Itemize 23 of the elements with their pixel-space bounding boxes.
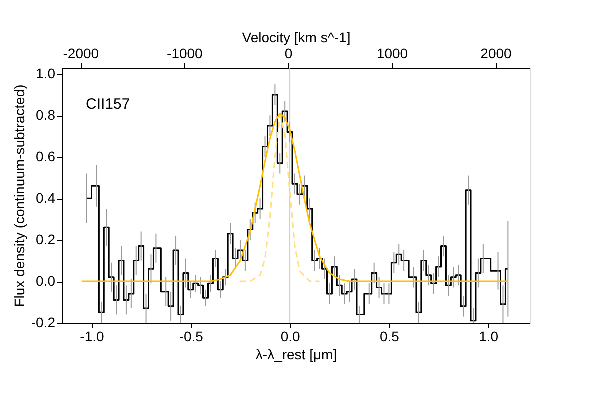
y-tick-label: -0.2 [31,314,56,330]
y-tick-label: 0.2 [36,232,56,248]
x2-tick-label: -2000 [63,46,100,62]
line-series [240,114,321,282]
y-tick-label: 0.4 [36,190,56,206]
y-tick-label: 0.0 [36,273,56,290]
x-tick-label: -1.0 [80,328,105,344]
x2-tick-label: 1000 [376,46,408,62]
y-tick-label: 0.8 [36,107,56,124]
line-series [81,112,509,282]
x2-tick-label: 2000 [480,46,512,62]
y-axis-title: Flux density (continuum-subtracted) [11,84,28,308]
x2-tick-label: 0 [284,46,293,62]
x2-tick-label: -1000 [167,46,204,62]
x2-axis-title: Velocity [km s^-1] [242,30,351,46]
y-tick-label: 0.6 [36,148,56,165]
y-tick-label: 1.0 [36,66,56,82]
x-tick-label: 1.0 [479,328,499,344]
x-tick-label: 0.0 [280,328,300,344]
x-tick-label: 0.5 [380,328,400,344]
x-axis-title: λ-λ_rest [μm] [256,346,338,362]
annotation: CII157 [86,96,130,113]
x-tick-label: -0.5 [179,328,204,344]
